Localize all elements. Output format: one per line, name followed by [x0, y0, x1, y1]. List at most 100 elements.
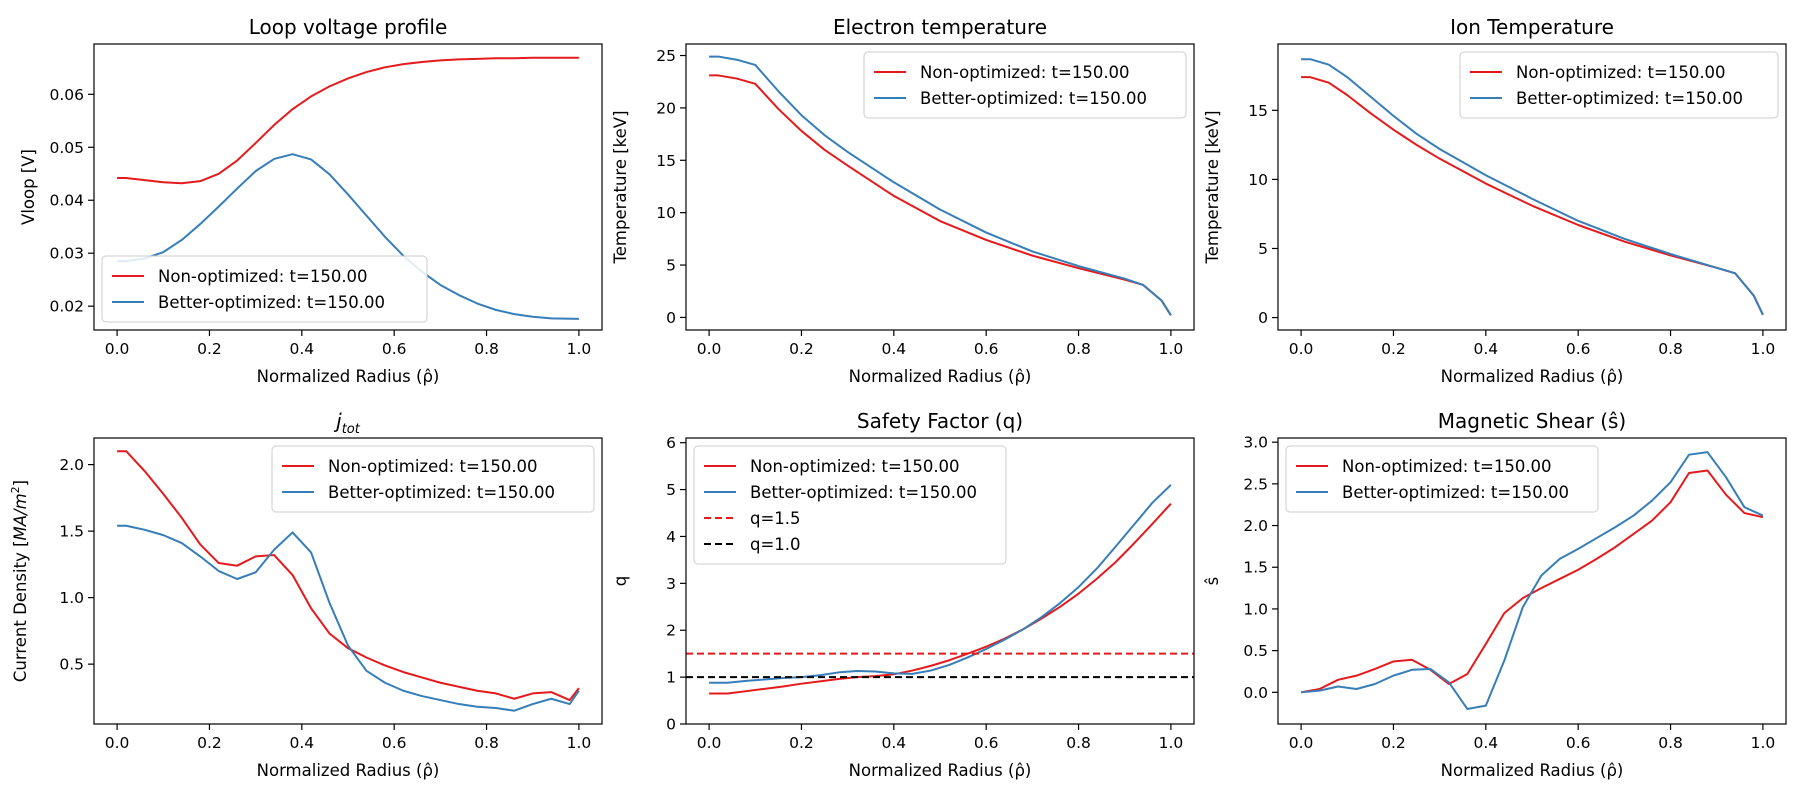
- y-tick-label: 2: [666, 622, 676, 640]
- x-tick-label: 0.6: [382, 340, 407, 358]
- y-axis-label: Temperature [keV]: [1203, 110, 1222, 264]
- y-tick-label: 20: [656, 99, 676, 117]
- chart-panel-5: 0.0 0.2 0.4 0.6 0.8 1.0 0 1 2 3 4 5 6 Safety Factor (…: [611, 409, 1195, 780]
- legend-box: [693, 445, 1007, 565]
- legend: Non-optimized: t=150.00 Better-optimized:…: [271, 445, 595, 513]
- x-tick-label: 0.8: [474, 734, 499, 752]
- x-tick-label: 1.0: [1159, 340, 1184, 358]
- axes-frame: [93, 437, 603, 725]
- x-tick-label: 0.8: [1658, 734, 1683, 752]
- axes-frame: [685, 437, 1195, 725]
- x-axis-label: Normalized Radius (ρ̂): [257, 761, 440, 780]
- y-tick-label: 0.03: [49, 245, 84, 263]
- x-tick-label: 0.4: [289, 734, 314, 752]
- series-line-1: [709, 502, 1172, 695]
- chart-title: Safety Factor (q): [857, 409, 1023, 433]
- x-tick-label: 0.4: [881, 340, 906, 358]
- y-axis-label: ŝ: [1203, 577, 1222, 586]
- y-tick-label: 0.0: [1243, 684, 1268, 702]
- x-tick-label: 0.2: [1381, 734, 1406, 752]
- x-tick-label: 1.0: [567, 340, 592, 358]
- legend-box: [1459, 51, 1779, 119]
- y-tick-label: 0.5: [59, 656, 84, 674]
- y-axis-label: Temperature [keV]: [611, 110, 630, 264]
- chart-panel-2: 0.0 0.2 0.4 0.6 0.8 1.0 0 5 10 15 20 25 Electron tem…: [611, 15, 1195, 386]
- y-tick-label: 0.5: [1243, 642, 1268, 660]
- y-axis-label: Vloop [V]: [19, 149, 38, 225]
- y-tick-label: 0: [666, 309, 676, 327]
- y-tick-label: 2.0: [1243, 517, 1268, 535]
- legend-entry-label: Better-optimized: t=150.00: [750, 483, 977, 502]
- legend-box: [101, 255, 428, 323]
- y-tick-label: 5: [666, 257, 676, 275]
- series-line-2: [117, 153, 579, 320]
- x-axis-label: Normalized Radius (ρ̂): [1441, 761, 1624, 780]
- chart-panel-1: 0.0 0.2 0.4 0.6 0.8 1.0 0.02 0.03 0.04 0.05 0.06 Lo…: [19, 15, 603, 386]
- y-tick-label: 4: [666, 528, 676, 546]
- legend: Non-optimized: t=150.00 Better-optimized:…: [1459, 51, 1779, 119]
- y-tick-label: 0.05: [49, 139, 84, 157]
- x-tick-label: 0.8: [1658, 340, 1683, 358]
- legend-entry-label: Non-optimized: t=150.00: [158, 267, 368, 286]
- y-tick-label: 0: [1258, 309, 1268, 327]
- y-tick-label: 1.5: [59, 523, 84, 541]
- y-tick-label: 15: [1248, 102, 1268, 120]
- legend-entry-label: Better-optimized: t=150.00: [920, 89, 1147, 108]
- series-line-2: [1301, 451, 1764, 710]
- y-tick-label: 0.06: [49, 86, 84, 104]
- x-tick-label: 0.8: [1066, 734, 1091, 752]
- series-line-2: [709, 55, 1172, 316]
- y-tick-label: 5: [666, 481, 676, 499]
- axes-frame: [685, 43, 1195, 331]
- y-tick-label: 3: [666, 575, 676, 593]
- y-tick-label: 25: [656, 47, 676, 65]
- x-tick-label: 0.6: [1566, 734, 1591, 752]
- y-tick-label: 10: [1248, 171, 1268, 189]
- legend: Non-optimized: t=150.00 Better-optimized:…: [101, 255, 428, 323]
- legend: Non-optimized: t=150.00 Better-optimized:…: [1285, 445, 1599, 513]
- y-tick-label: 3.0: [1243, 434, 1268, 452]
- legend: Non-optimized: t=150.00 Better-optimized:…: [693, 445, 1007, 565]
- x-axis-label: Normalized Radius (ρ̂): [257, 367, 440, 386]
- x-tick-label: 0.6: [382, 734, 407, 752]
- x-tick-label: 0.0: [697, 340, 722, 358]
- x-tick-label: 0.4: [289, 340, 314, 358]
- x-tick-label: 1.0: [567, 734, 592, 752]
- legend-entry-label: Non-optimized: t=150.00: [1516, 63, 1726, 82]
- legend-box: [1285, 445, 1599, 513]
- legend-entry-label: Better-optimized: t=150.00: [1342, 483, 1569, 502]
- y-tick-label: 1.0: [1243, 600, 1268, 618]
- series-line-1: [117, 56, 579, 185]
- y-axis-label: Current Density [MA/m2]: [9, 480, 30, 682]
- x-tick-label: 0.6: [1566, 340, 1591, 358]
- axes-frame: [93, 43, 603, 331]
- x-tick-label: 0.0: [697, 734, 722, 752]
- y-tick-label: 0.04: [49, 192, 84, 210]
- y-tick-label: 1.5: [1243, 559, 1268, 577]
- chart-panel-6: 0.0 0.2 0.4 0.6 0.8 1.0 0.0 0.5 1.0 1.5 2.0 2.5 3.0 M…: [1203, 409, 1787, 780]
- y-tick-label: 1.0: [59, 589, 84, 607]
- x-tick-label: 0.6: [974, 734, 999, 752]
- axes-frame: [1277, 437, 1787, 725]
- legend-entry-label: Non-optimized: t=150.00: [920, 63, 1130, 82]
- chart-panel-3: 0.0 0.2 0.4 0.6 0.8 1.0 0 5 10 15 Ion Temperature N…: [1203, 15, 1787, 386]
- y-tick-label: 5: [1258, 240, 1268, 258]
- chart-title: Ion Temperature: [1450, 15, 1614, 39]
- legend-entry-label: Better-optimized: t=150.00: [328, 483, 555, 502]
- y-tick-label: 2.0: [59, 456, 84, 474]
- y-tick-label: 15: [656, 152, 676, 170]
- series-line-2: [1301, 58, 1764, 316]
- chart-title: Loop voltage profile: [249, 15, 448, 39]
- x-tick-label: 0.4: [1473, 340, 1498, 358]
- x-tick-label: 0.2: [789, 734, 814, 752]
- y-tick-label: 0.02: [49, 298, 84, 316]
- y-axis-label: q: [611, 576, 630, 586]
- y-tick-label: 1: [666, 669, 676, 687]
- legend-entry-label: Better-optimized: t=150.00: [1516, 89, 1743, 108]
- chart-title: jtot: [333, 409, 361, 437]
- x-tick-label: 0.2: [789, 340, 814, 358]
- y-tick-label: 2.5: [1243, 475, 1268, 493]
- legend-box: [863, 51, 1187, 119]
- x-tick-label: 0.2: [197, 734, 222, 752]
